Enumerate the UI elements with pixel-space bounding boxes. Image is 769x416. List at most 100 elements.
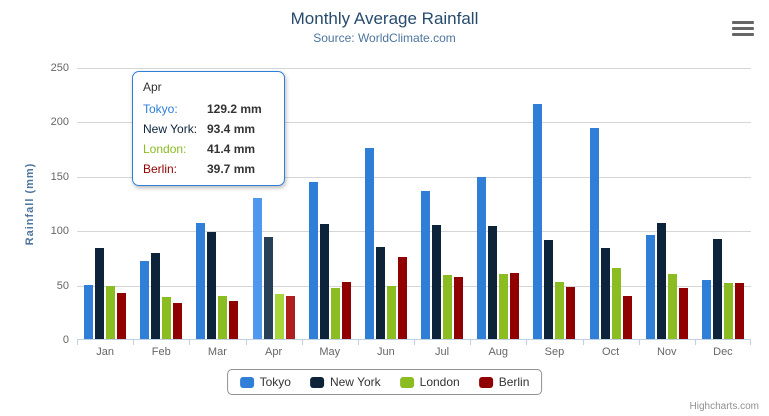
- bar-berlin-mar[interactable]: [229, 301, 239, 339]
- bar-new-york-jan[interactable]: [95, 248, 105, 339]
- x-axis-tick: [694, 340, 696, 345]
- bar-new-york-nov[interactable]: [656, 223, 666, 339]
- x-axis-tick: [133, 340, 135, 345]
- bar-london-mar[interactable]: [218, 296, 228, 339]
- legend-swatch-icon: [478, 376, 493, 388]
- bar-new-york-oct[interactable]: [600, 248, 610, 339]
- bar-new-york-mar[interactable]: [207, 231, 217, 339]
- bar-tokyo-may[interactable]: [308, 182, 318, 339]
- x-axis-label: Oct: [602, 346, 620, 358]
- bar-new-york-apr[interactable]: [263, 237, 273, 339]
- bar-london-sep[interactable]: [555, 282, 565, 339]
- gridline: [77, 231, 751, 233]
- bar-tokyo-jun[interactable]: [364, 147, 374, 339]
- legend-swatch-icon: [239, 376, 254, 388]
- tooltip-row: London: 41.4 mm: [143, 139, 274, 159]
- bar-tokyo-apr[interactable]: [252, 198, 262, 339]
- x-axis-label: Jan: [96, 346, 114, 358]
- bar-london-dec[interactable]: [723, 283, 733, 339]
- bar-london-nov[interactable]: [667, 274, 677, 339]
- hamburger-icon: [732, 21, 754, 24]
- tooltip-row: Tokyo: 129.2 mm: [143, 99, 274, 119]
- export-menu-button[interactable]: [732, 21, 754, 36]
- bar-new-york-may[interactable]: [319, 223, 329, 339]
- bar-london-aug[interactable]: [499, 274, 509, 339]
- x-axis-label: Mar: [207, 346, 227, 358]
- bar-tokyo-dec[interactable]: [701, 279, 711, 339]
- legend-item-new-york[interactable]: New York: [309, 375, 381, 389]
- legend-item-tokyo[interactable]: Tokyo: [239, 375, 291, 389]
- bar-berlin-jul[interactable]: [454, 276, 464, 339]
- bar-tokyo-oct[interactable]: [589, 127, 599, 339]
- y-axis-label: 200: [50, 116, 69, 129]
- bar-berlin-dec[interactable]: [734, 283, 744, 339]
- bar-tokyo-jan[interactable]: [84, 284, 94, 339]
- legend-item-berlin[interactable]: Berlin: [478, 375, 529, 389]
- hamburger-icon: [732, 33, 754, 36]
- bar-london-feb[interactable]: [162, 296, 172, 339]
- bar-new-york-sep[interactable]: [544, 239, 554, 339]
- tooltip-series-label: London:: [143, 142, 187, 156]
- bar-berlin-aug[interactable]: [510, 273, 520, 339]
- x-axis-label: Jun: [377, 346, 395, 358]
- bar-london-may[interactable]: [330, 287, 340, 339]
- credits-link[interactable]: Highcharts.com: [689, 401, 759, 412]
- bar-new-york-aug[interactable]: [488, 225, 498, 339]
- bar-tokyo-aug[interactable]: [477, 177, 487, 339]
- x-axis-label: Nov: [656, 346, 677, 358]
- x-axis-tick: [245, 340, 247, 345]
- y-axis-label: 150: [50, 170, 69, 183]
- bar-new-york-jun[interactable]: [375, 247, 385, 339]
- bar-london-jun[interactable]: [386, 286, 396, 339]
- x-axis-tick: [582, 340, 584, 345]
- gridline: [77, 285, 751, 287]
- gridline: [77, 122, 751, 124]
- x-axis-tick: [77, 340, 78, 345]
- legend: Tokyo New York London Berlin: [226, 369, 543, 395]
- legend-label: London: [419, 375, 460, 389]
- bar-new-york-feb[interactable]: [151, 253, 161, 339]
- bar-tokyo-jul[interactable]: [421, 191, 431, 339]
- legend-label: Tokyo: [259, 375, 291, 389]
- x-axis-tick: [470, 340, 472, 345]
- bar-new-york-jul[interactable]: [432, 224, 442, 339]
- x-axis-tick: [189, 340, 191, 345]
- bar-berlin-apr[interactable]: [285, 295, 295, 339]
- bar-berlin-oct[interactable]: [622, 296, 632, 339]
- bar-tokyo-nov[interactable]: [645, 235, 655, 339]
- tooltip-series-label: Tokyo:: [143, 102, 178, 116]
- x-axis-label: Jul: [435, 346, 450, 358]
- bar-berlin-nov[interactable]: [678, 288, 688, 339]
- x-axis-tick: [750, 340, 751, 345]
- tooltip-row: New York: 93.4 mm: [143, 119, 274, 139]
- legend-swatch-icon: [399, 376, 414, 388]
- bar-berlin-feb[interactable]: [173, 302, 183, 339]
- tooltip-header: Apr: [143, 80, 162, 94]
- bar-berlin-jun[interactable]: [397, 256, 407, 339]
- x-axis-tick: [638, 340, 640, 345]
- x-axis-tick: [301, 340, 303, 345]
- bar-tokyo-sep[interactable]: [533, 103, 543, 339]
- bar-berlin-may[interactable]: [341, 281, 351, 339]
- gridline: [77, 68, 751, 69]
- legend-item-london[interactable]: London: [399, 375, 460, 389]
- bar-new-york-dec[interactable]: [712, 238, 722, 339]
- bar-london-jul[interactable]: [443, 274, 453, 339]
- bar-berlin-jan[interactable]: [117, 292, 127, 339]
- bar-berlin-sep[interactable]: [566, 287, 576, 339]
- bar-tokyo-feb[interactable]: [140, 261, 150, 339]
- bar-london-apr[interactable]: [274, 293, 284, 339]
- legend-swatch-icon: [309, 376, 324, 388]
- x-axis-label: Apr: [265, 346, 283, 358]
- x-axis-tick: [414, 340, 415, 345]
- tooltip-row: Berlin: 39.7 mm: [143, 159, 274, 179]
- x-axis-line: [77, 339, 751, 340]
- legend-label: New York: [329, 375, 381, 389]
- y-axis-label: 50: [56, 279, 69, 292]
- chart-title: Monthly Average Rainfall: [290, 9, 479, 28]
- bar-tokyo-mar[interactable]: [196, 223, 206, 339]
- tooltip-value: 93.4 mm: [207, 122, 256, 136]
- bar-london-oct[interactable]: [611, 268, 621, 339]
- bar-london-jan[interactable]: [106, 285, 116, 339]
